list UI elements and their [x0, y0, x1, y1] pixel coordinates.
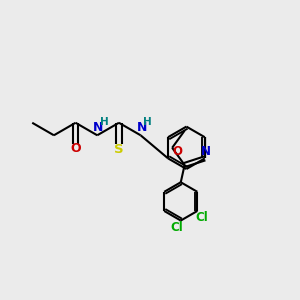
Text: O: O	[172, 145, 182, 158]
Text: Cl: Cl	[170, 220, 183, 233]
Text: N: N	[93, 121, 103, 134]
Text: N: N	[136, 121, 147, 134]
Text: O: O	[70, 142, 81, 155]
Text: Cl: Cl	[195, 211, 208, 224]
Text: H: H	[143, 117, 152, 127]
Text: H: H	[100, 117, 109, 127]
Text: S: S	[114, 143, 124, 156]
Text: N: N	[201, 146, 211, 158]
